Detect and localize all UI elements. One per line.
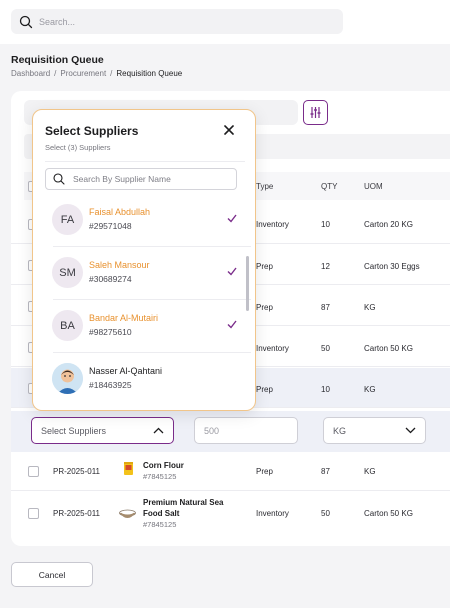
row-qty: 87	[321, 467, 330, 476]
column-header-uom: UOM	[364, 182, 383, 191]
supplier-name: Nasser Al-Qahtani	[89, 366, 163, 376]
salt-bowl-icon	[119, 509, 136, 518]
product-sku: #7845125	[143, 472, 177, 481]
supplier-item[interactable]: BA Bandar Al-Mutairi #98275610	[45, 300, 255, 353]
column-header-type: Type	[256, 182, 274, 191]
row-product: Corn Flour #7845125	[120, 460, 184, 482]
supplier-search-input[interactable]: Search By Supplier Name	[45, 168, 237, 190]
breadcrumb-separator: /	[54, 69, 57, 78]
divider	[53, 246, 251, 247]
uom-value: KG	[333, 425, 347, 436]
breadcrumb-dashboard[interactable]: Dashboard	[11, 69, 51, 78]
select-suppliers-label: Select Suppliers	[41, 425, 107, 436]
row-uom: Carton 30 Eggs	[364, 262, 420, 271]
row-qty: 10	[321, 220, 330, 229]
supplier-name: Faisal Abdullah	[89, 207, 151, 217]
breadcrumb-separator: /	[110, 69, 113, 78]
row-uom: KG	[364, 385, 376, 394]
row-qty: 10	[321, 385, 330, 394]
row-qty: 50	[321, 344, 330, 353]
row-type: Inventory	[256, 344, 289, 353]
product-sku: #7845125	[143, 520, 177, 529]
search-icon	[19, 15, 33, 28]
search-icon	[53, 173, 65, 185]
breadcrumb-procurement[interactable]: Procurement	[60, 69, 107, 78]
supplier-item[interactable]: SM Saleh Mansour #30689274	[45, 247, 255, 300]
row-checkbox[interactable]	[28, 466, 39, 477]
corn-flour-icon	[124, 462, 133, 475]
uom-dropdown[interactable]: KG	[323, 417, 426, 444]
row-checkbox[interactable]	[28, 508, 39, 519]
avatar-photo	[52, 363, 83, 394]
quantity-input[interactable]: 500	[194, 417, 298, 444]
avatar: SM	[52, 257, 83, 288]
check-icon	[227, 320, 237, 329]
row-type: Prep	[256, 262, 273, 271]
close-icon[interactable]	[223, 124, 235, 136]
supplier-item[interactable]: FA Faisal Abdullah #29571048	[45, 194, 255, 247]
modal-title: Select Suppliers	[45, 124, 139, 138]
supplier-id: #30689274	[89, 274, 132, 284]
row-type: Prep	[256, 467, 273, 476]
divider	[53, 299, 251, 300]
product-name: Corn Flour	[143, 461, 184, 470]
row-request-id: PR-2025-011	[53, 509, 100, 518]
row-request-id: PR-2025-011	[53, 467, 100, 476]
row-qty: 50	[321, 509, 330, 518]
row-product: Premium Natural Sea Food Salt #7845125	[118, 497, 223, 530]
supplier-name: Saleh Mansour	[89, 260, 150, 270]
row-uom: Carton 20 KG	[364, 220, 413, 229]
breadcrumb-current: Requisition Queue	[116, 69, 183, 78]
product-name-line2: Food Salt	[143, 509, 180, 518]
modal-subtitle: Select (3) Suppliers	[45, 143, 111, 152]
select-suppliers-dropdown[interactable]: Select Suppliers	[31, 417, 174, 444]
row-type: Inventory	[256, 509, 289, 518]
modal-scrollbar[interactable]	[246, 256, 249, 311]
row-uom: KG	[364, 467, 376, 476]
select-suppliers-modal: Select Suppliers Select (3) Suppliers Se…	[32, 109, 256, 411]
row-qty: 87	[321, 303, 330, 312]
supplier-id: #98275610	[89, 327, 132, 337]
table-row[interactable]	[11, 451, 450, 491]
supplier-id: #29571048	[89, 221, 132, 231]
top-bar: Search...	[0, 0, 450, 44]
row-type: Prep	[256, 385, 273, 394]
breadcrumb: Dashboard / Procurement / Requisition Qu…	[11, 69, 182, 78]
supplier-item[interactable]: Nasser Al-Qahtani #18463925	[45, 353, 255, 406]
supplier-id: #18463925	[89, 380, 132, 390]
avatar: BA	[52, 310, 83, 341]
row-uom: Carton 50 KG	[364, 509, 413, 518]
supplier-search-placeholder: Search By Supplier Name	[73, 174, 171, 184]
chevron-down-icon	[405, 427, 416, 434]
avatar: FA	[52, 204, 83, 235]
column-header-qty: QTY	[321, 182, 338, 191]
chevron-up-icon	[153, 427, 164, 434]
global-search-input[interactable]: Search...	[11, 9, 343, 34]
global-search-placeholder: Search...	[39, 16, 76, 27]
page-title: Requisition Queue	[11, 54, 104, 66]
sliders-icon	[310, 107, 321, 118]
modal-divider	[45, 161, 245, 162]
check-icon	[227, 214, 237, 223]
divider	[53, 352, 251, 353]
row-uom: KG	[364, 303, 376, 312]
row-qty: 12	[321, 262, 330, 271]
product-name-line1: Premium Natural Sea	[143, 498, 224, 507]
supplier-name: Bandar Al-Mutairi	[89, 313, 159, 323]
row-type: Inventory	[256, 220, 289, 229]
check-icon	[227, 267, 237, 276]
row-uom: Carton 50 KG	[364, 344, 413, 353]
cancel-button[interactable]: Cancel	[11, 562, 93, 587]
filter-button[interactable]	[303, 100, 328, 125]
row-type: Prep	[256, 303, 273, 312]
